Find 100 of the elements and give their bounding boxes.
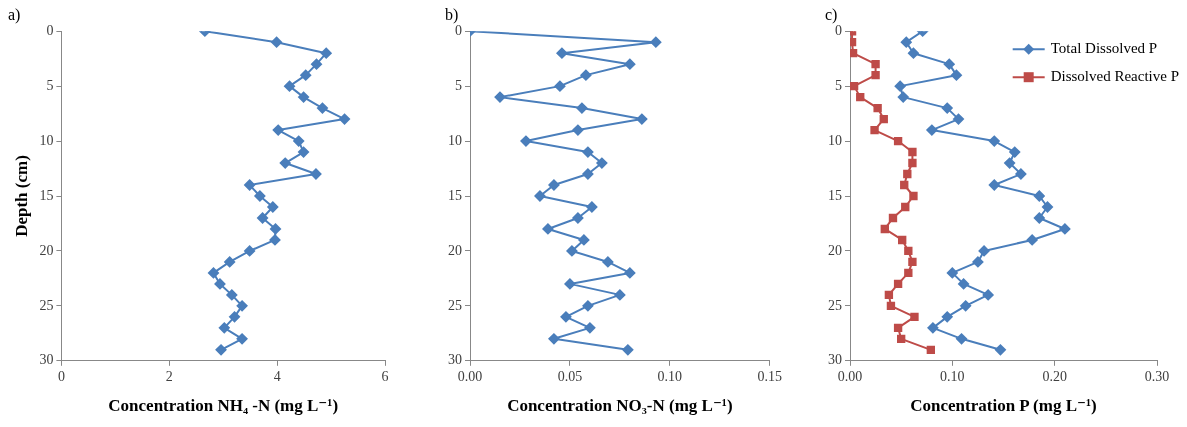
point [270, 223, 282, 235]
point [542, 223, 554, 235]
point [1015, 168, 1027, 180]
point [1033, 190, 1045, 202]
point [908, 158, 917, 168]
x-axis-title: Concentration P (mg L⁻¹) [910, 396, 1097, 416]
point [572, 212, 584, 224]
point [1026, 234, 1038, 246]
point [320, 47, 332, 59]
point [298, 146, 310, 158]
chart-title: c) [825, 5, 838, 24]
point [584, 322, 596, 334]
x-tick-label: 4 [273, 368, 281, 384]
x-tick-label: 0.10 [657, 368, 683, 384]
point [856, 92, 865, 102]
point [622, 344, 634, 356]
y-tick-label: 25 [448, 297, 462, 313]
point [224, 256, 236, 268]
point [580, 69, 592, 81]
point [900, 180, 909, 190]
point [888, 213, 898, 223]
x-tick-label: 2 [165, 368, 173, 384]
point [952, 113, 964, 125]
point [897, 91, 909, 103]
point [298, 91, 310, 103]
point [339, 113, 351, 125]
point [880, 224, 889, 234]
point [893, 323, 903, 333]
point [960, 300, 972, 312]
x-tick-label: 6 [381, 368, 389, 384]
point [548, 179, 560, 191]
x-axis-title: Concentration NH₄ -N (mg L⁻¹) [108, 396, 339, 416]
point [520, 135, 532, 147]
point [576, 102, 588, 114]
point [316, 102, 328, 114]
point [650, 36, 662, 48]
point [879, 114, 888, 124]
y-tick-label: 10 [828, 132, 842, 148]
point [893, 279, 903, 289]
point [226, 289, 238, 301]
point [554, 80, 566, 92]
point [596, 157, 608, 169]
point [560, 311, 572, 323]
point [927, 322, 939, 334]
point [572, 124, 584, 136]
legend-label: Total Dissolved P [1050, 40, 1158, 57]
point [279, 157, 291, 169]
point [894, 80, 906, 92]
x-tick-label: 0.00 [837, 368, 863, 384]
y-tick-label: 30 [828, 352, 842, 368]
point [257, 212, 269, 224]
point [271, 36, 283, 48]
point [244, 245, 256, 257]
point [310, 168, 322, 180]
point [236, 333, 248, 345]
point [870, 125, 879, 135]
point [1009, 146, 1021, 158]
point [254, 190, 266, 202]
point [236, 300, 248, 312]
point [284, 80, 296, 92]
point [269, 234, 281, 246]
point [904, 268, 913, 278]
y-tick-label: 15 [448, 187, 462, 203]
point [988, 135, 1000, 147]
point [1033, 212, 1045, 224]
y-tick-label: 5 [835, 77, 842, 93]
y-tick-label: 20 [448, 242, 462, 258]
chart-title: b) [445, 5, 459, 24]
x-tick-label: 0.00 [457, 368, 483, 384]
y-tick-label: 5 [455, 77, 462, 93]
point [886, 301, 896, 311]
point [946, 267, 958, 279]
point [901, 202, 910, 212]
point [941, 102, 953, 114]
point [582, 168, 594, 180]
y-tick-label: 30 [448, 352, 462, 368]
point [272, 124, 284, 136]
point [908, 257, 917, 267]
point [850, 48, 858, 58]
legend-label: Dissolved Reactive P [1050, 68, 1180, 85]
point [624, 267, 636, 279]
point [244, 179, 256, 191]
point [903, 169, 912, 179]
y-tick-label: 15 [39, 187, 54, 203]
point [871, 59, 880, 69]
y-tick-label: 15 [828, 187, 842, 203]
point [926, 124, 938, 136]
point [214, 278, 226, 290]
point [267, 201, 279, 213]
x-axis-title: Concentration NO₃-N (mg L⁻¹) [507, 396, 733, 416]
point [614, 289, 626, 301]
point [534, 190, 546, 202]
y-tick-label: 5 [46, 77, 54, 93]
point [566, 245, 578, 257]
point [215, 344, 227, 356]
point [494, 91, 506, 103]
point [884, 290, 894, 300]
point [300, 69, 312, 81]
point [950, 69, 962, 81]
y-tick-label: 25 [828, 297, 842, 313]
